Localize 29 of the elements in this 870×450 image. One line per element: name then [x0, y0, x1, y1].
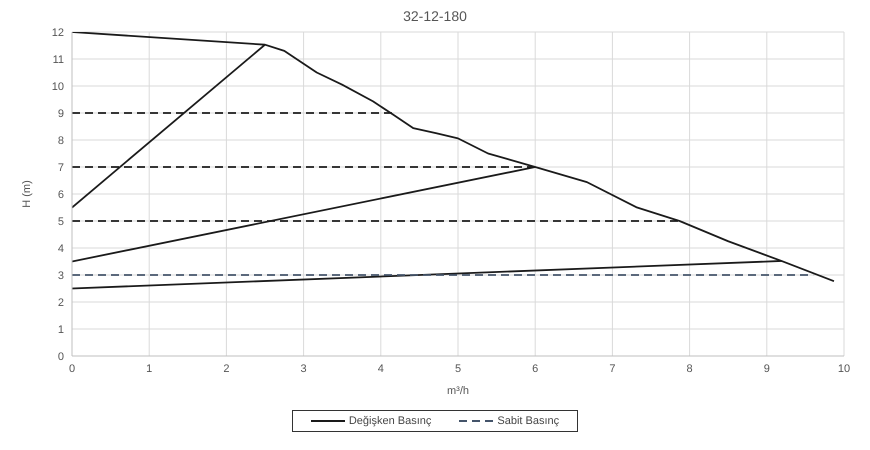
y-axis-title: H (m) — [20, 180, 33, 208]
y-tick-label: 6 — [58, 188, 64, 201]
x-tick-label: 9 — [764, 362, 770, 375]
x-tick-label: 0 — [68, 362, 76, 375]
y-tick-label: 11 — [52, 54, 64, 66]
legend-label: Değişken Basınç — [348, 415, 432, 427]
x-tick-label: 4 — [378, 362, 384, 375]
x-tick-label: 8 — [686, 362, 693, 375]
y-tick-label: 5 — [58, 216, 64, 228]
x-axis-title: m³/h — [447, 385, 469, 397]
y-tick-label: 3 — [58, 270, 64, 282]
x-tick-label: 10 — [838, 362, 850, 375]
x-tick-label: 7 — [609, 362, 616, 375]
y-tick-label: 0 — [58, 350, 64, 363]
y-tick-label: 9 — [58, 108, 64, 120]
x-tick-label: 2 — [223, 362, 230, 375]
x-tick-label: 3 — [300, 362, 307, 375]
y-tick-label: 2 — [58, 296, 64, 309]
y-tick-label: 12 — [52, 26, 64, 39]
x-tick-label: 1 — [146, 362, 152, 375]
y-tick-label: 4 — [58, 242, 64, 255]
x-tick-label: 5 — [454, 362, 462, 375]
y-tick-label: 7 — [58, 162, 64, 174]
y-tick-label: 8 — [58, 134, 64, 147]
y-tick-label: 1 — [58, 324, 64, 336]
chart-title: 32-12-180 — [402, 8, 468, 24]
legend-label: Sabit Basınç — [497, 415, 560, 427]
y-tick-label: 10 — [52, 80, 64, 93]
x-tick-label: 6 — [532, 362, 538, 375]
